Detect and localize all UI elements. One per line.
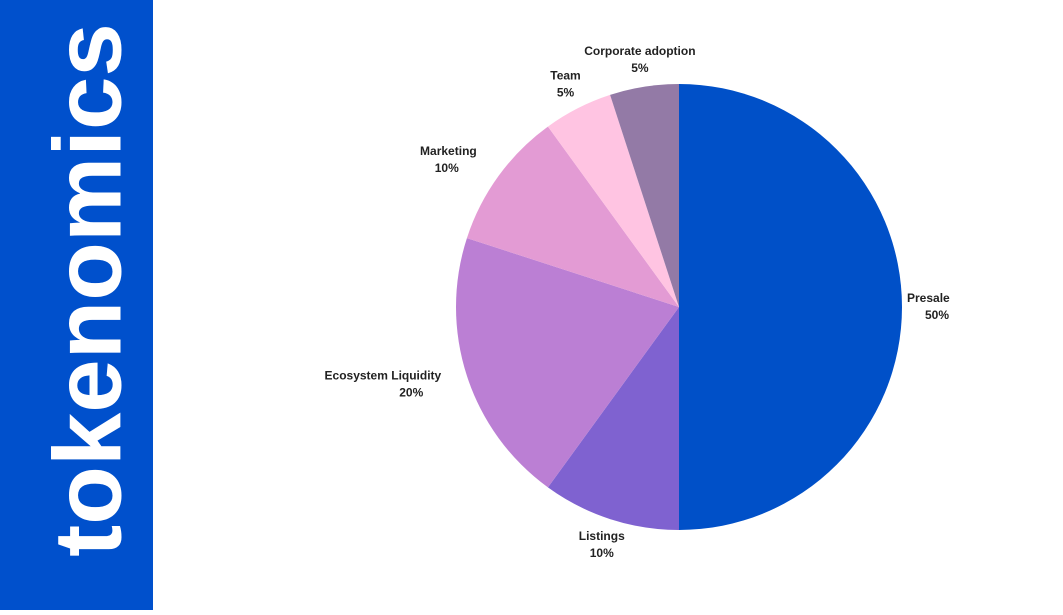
slice-value-label: 20% xyxy=(399,385,423,399)
slice-label: Team xyxy=(550,68,580,82)
pie-slice xyxy=(466,126,679,308)
pie-slice xyxy=(547,307,679,530)
slice-value-label: 50% xyxy=(925,308,949,322)
pie-slice xyxy=(679,84,902,530)
pie-slice xyxy=(547,94,679,307)
sidebar xyxy=(0,0,153,610)
slice-value-label: 5% xyxy=(631,61,649,75)
pie-slice xyxy=(610,84,679,307)
slice-value-label: 10% xyxy=(590,546,614,560)
slice-label: Ecosystem Liquidity xyxy=(325,368,442,382)
slice-label: Marketing xyxy=(420,144,477,158)
slice-label: Listings xyxy=(579,529,625,543)
slice-label: Corporate adoption xyxy=(584,44,695,58)
sidebar-title: tokenomics xyxy=(34,23,141,556)
slice-value-label: 5% xyxy=(557,85,575,99)
slice-label: Presale xyxy=(907,291,950,305)
pie: Presale 50% Listings 10% Ecosystem Liquidity… xyxy=(325,44,950,560)
slice-value-label: 10% xyxy=(435,161,459,175)
pie-slice xyxy=(456,238,679,488)
